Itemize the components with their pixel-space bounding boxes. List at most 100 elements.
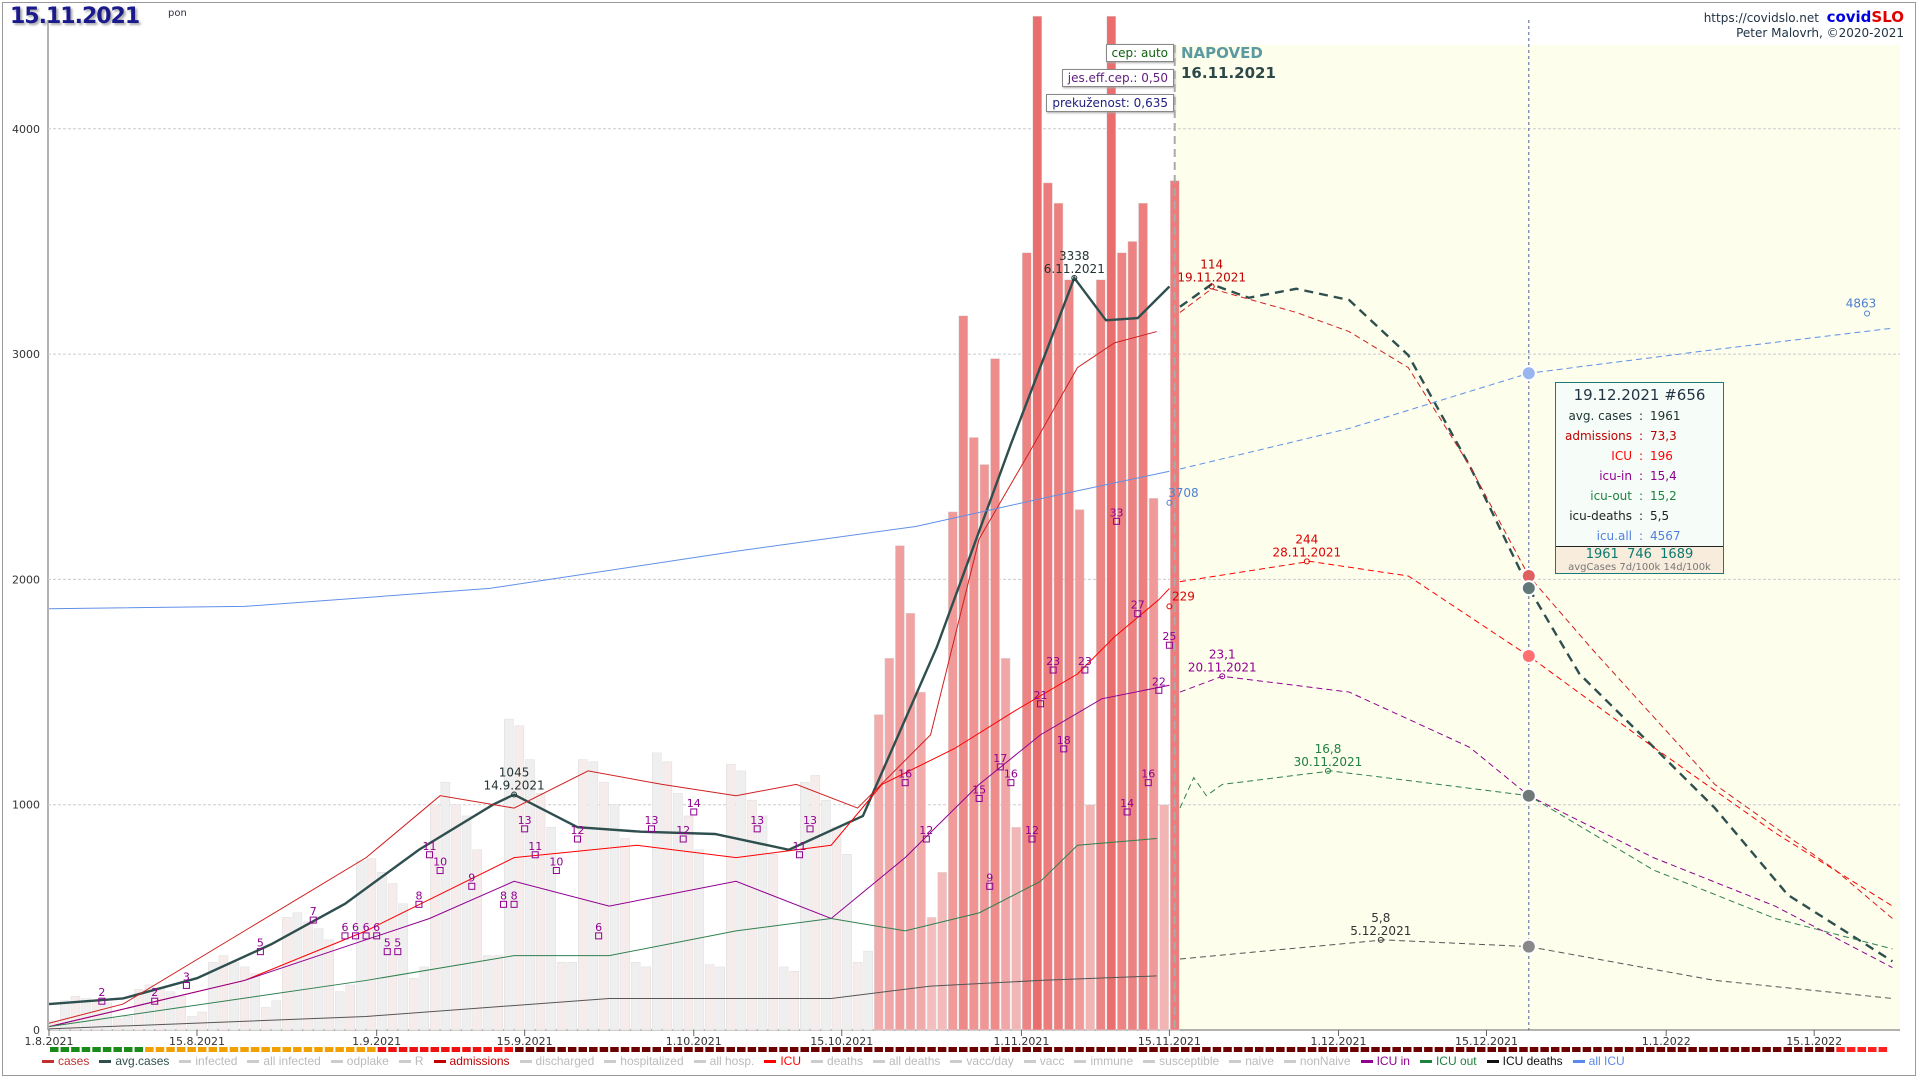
case-bar [387, 883, 398, 1031]
icu-in-label: 2 [151, 986, 158, 999]
legend-item-deaths[interactable]: deaths [811, 1054, 863, 1068]
legend-item-icu-in[interactable]: ICU in [1360, 1054, 1410, 1068]
case-bar [673, 793, 683, 1031]
tooltip-key: avg. cases [1568, 409, 1632, 423]
icu-in-label: 12 [1025, 824, 1039, 837]
annotation-point [1071, 274, 1078, 281]
icu-in-label: 13 [644, 814, 658, 827]
legend-item-all-hosp-[interactable]: all hosp. [693, 1054, 754, 1068]
legend-item-all-icu[interactable]: all ICU [1572, 1054, 1625, 1068]
header-credits: https://covidslo.net covidSLO Peter Malo… [1704, 8, 1904, 40]
legend-item-all-infected[interactable]: all infected [247, 1054, 321, 1068]
legend-item-odplake[interactable]: odplake [330, 1054, 389, 1068]
case-bar [282, 917, 292, 1031]
risk-cell [1223, 1047, 1232, 1052]
icu-in-marker [426, 851, 434, 859]
legend-item-admissions[interactable]: admissions [433, 1054, 510, 1068]
case-bar [1127, 241, 1138, 1031]
case-bar [1106, 15, 1117, 1031]
legend-item-nonnaive[interactable]: nonNaive [1283, 1054, 1351, 1068]
case-bar [112, 1018, 123, 1031]
risk-cell [1529, 1047, 1539, 1052]
case-bar [102, 1002, 112, 1031]
legend-item-all-deaths[interactable]: all deaths [873, 1054, 940, 1068]
series-icu-out [48, 837, 1157, 1028]
site-link[interactable]: https://covidslo.net [1703, 11, 1819, 25]
risk-cell [1360, 1047, 1370, 1052]
icu-in-marker [795, 851, 803, 859]
risk-cell [684, 1047, 693, 1052]
legend-item-icu-deaths[interactable]: ICU deaths [1486, 1054, 1563, 1068]
risk-cell [1857, 1047, 1866, 1052]
risk-cell [1741, 1047, 1750, 1052]
risk-cell [641, 1047, 651, 1052]
tooltip-key: icu-deaths [1569, 509, 1632, 523]
x-tick-label: 1.11.2021 [993, 1035, 1049, 1048]
icu-in-label: 5 [384, 937, 391, 950]
risk-cell [1434, 1047, 1444, 1052]
legend-item-infected[interactable]: infected [179, 1054, 237, 1068]
risk-cell [1191, 1047, 1201, 1052]
legend-item-icu-out[interactable]: ICU out [1419, 1054, 1477, 1068]
annotation-date: 6.11.2021 [1044, 262, 1105, 276]
risk-cell [102, 1047, 112, 1052]
legend-item-hospitalized[interactable]: hospitalized [604, 1054, 684, 1068]
legend-item-discharged[interactable]: discharged [519, 1054, 594, 1068]
legend-item-cases[interactable]: cases [42, 1054, 89, 1068]
icu-in-marker [256, 948, 264, 956]
risk-cell [324, 1047, 334, 1052]
risk-cell [927, 1047, 936, 1052]
icu-in-label: 18 [1057, 734, 1071, 747]
icu-in-marker [1036, 700, 1044, 708]
risk-cell [1466, 1047, 1475, 1052]
legend-swatch [1486, 1059, 1499, 1063]
risk-cell [1064, 1047, 1074, 1052]
risk-cell [1445, 1047, 1454, 1052]
icu-in-label: 9 [468, 871, 475, 884]
icu-in-label: 12 [571, 824, 585, 837]
legend-item-susceptible[interactable]: susceptible [1143, 1054, 1219, 1068]
case-bar [377, 872, 387, 1031]
legend-item-vacc-day[interactable]: vacc/day [950, 1054, 1014, 1068]
legend-item-avg-cases[interactable]: avg.cases [99, 1054, 169, 1068]
icu-in-label: 8 [415, 889, 422, 902]
case-bar [1021, 252, 1032, 1031]
risk-cell [1043, 1047, 1053, 1052]
risk-cell [1011, 1047, 1021, 1052]
param-eff-cep[interactable]: jes.eff.cep.: 0,50 [1061, 69, 1174, 87]
risk-cell [430, 1047, 440, 1052]
case-bar [704, 964, 715, 1031]
series-avg-cases-forecast [1179, 282, 1894, 963]
icu-in-marker [595, 932, 603, 940]
risk-cell [1846, 1047, 1856, 1052]
legend-item-immune[interactable]: immune [1074, 1054, 1133, 1068]
risk-cell [377, 1047, 387, 1052]
legend-swatch [693, 1059, 706, 1063]
legend-item-icu[interactable]: ICU [764, 1054, 801, 1068]
case-bar [440, 781, 451, 1031]
risk-cell [1656, 1047, 1666, 1052]
icu-in-marker [806, 825, 814, 833]
risk-cell [398, 1047, 408, 1052]
annotation-point [1864, 310, 1871, 317]
legend-label: naive [1245, 1054, 1274, 1068]
case-bar [1011, 826, 1021, 1031]
annotation-date: 14.9.2021 [484, 779, 545, 793]
risk-cell [1149, 1047, 1158, 1052]
icu-in-marker [309, 916, 317, 924]
risk-cell [895, 1047, 905, 1052]
risk-cell [166, 1047, 175, 1052]
legend-item-naive[interactable]: naive [1229, 1054, 1274, 1068]
param-cep[interactable]: cep: auto [1105, 44, 1174, 62]
legend-item-r[interactable]: R [398, 1054, 424, 1068]
tooltip-row: avg. cases:1961 [1556, 406, 1723, 426]
risk-cell [959, 1047, 968, 1052]
case-bar [250, 973, 260, 1031]
risk-cell [187, 1047, 196, 1052]
legend-item-vacc[interactable]: vacc [1023, 1054, 1064, 1068]
risk-cell [1783, 1047, 1792, 1052]
risk-cell [1307, 1047, 1317, 1052]
tooltip-foot-labels: avgCases 7d/100k 14d/100k [1568, 562, 1711, 573]
risk-cell [282, 1047, 292, 1052]
param-prekuzenost[interactable]: prekuženost: 0,635 [1046, 94, 1174, 112]
